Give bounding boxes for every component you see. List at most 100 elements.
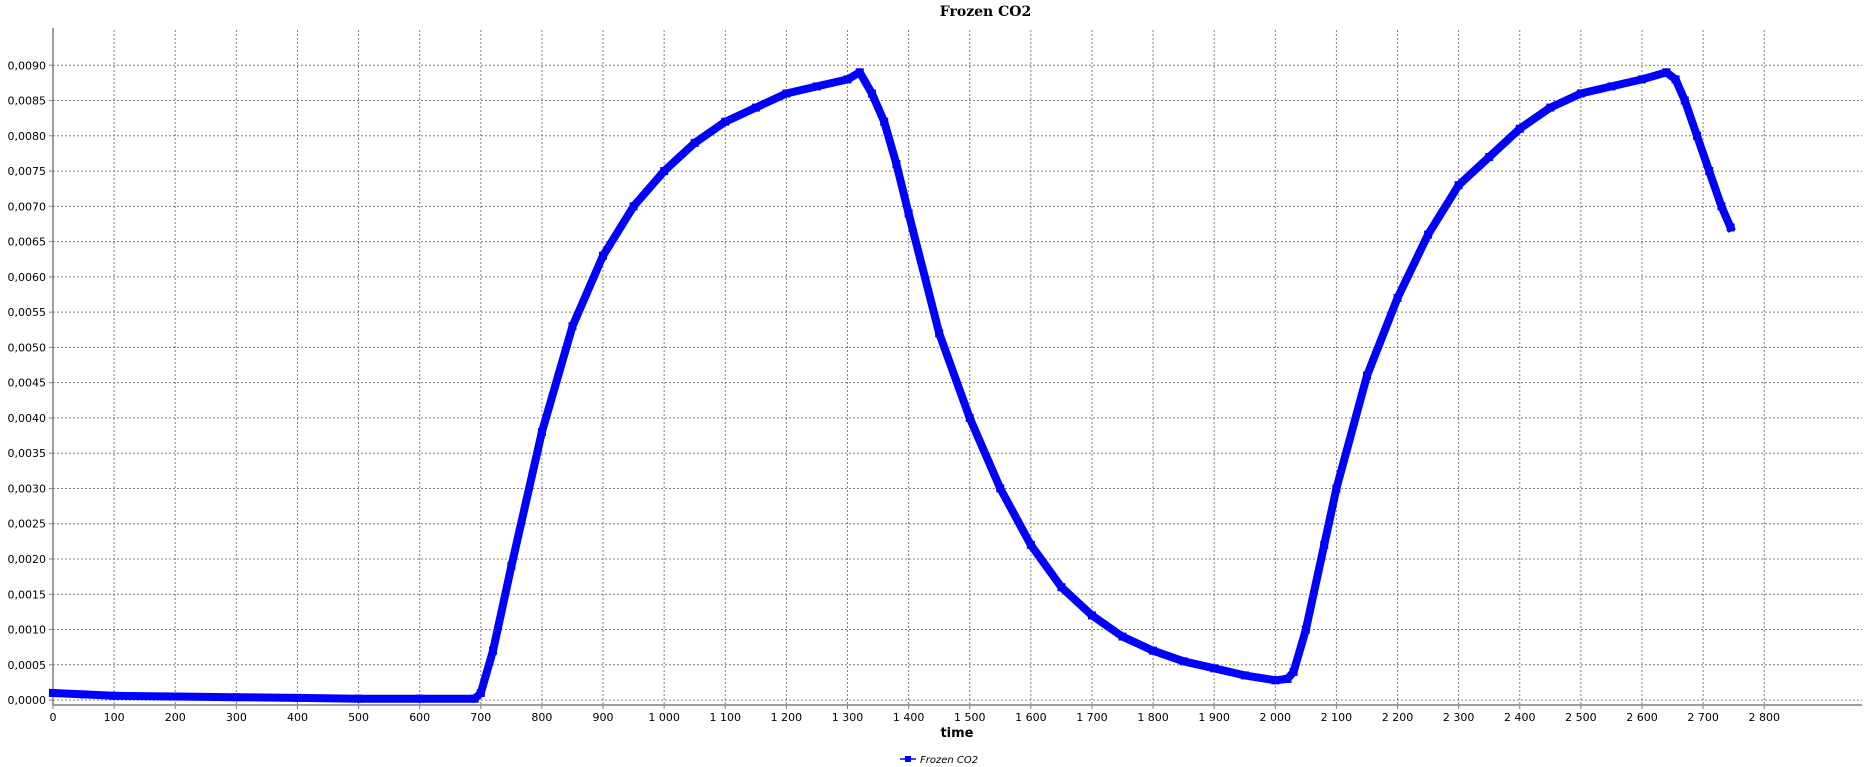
x-tick-label: 1 000 (648, 711, 680, 724)
x-tick-label: 900 (593, 711, 614, 724)
data-point (867, 89, 876, 98)
x-tick-label: 2 100 (1321, 711, 1353, 724)
y-tick-label: 0,0035 (8, 447, 47, 460)
plot-area (48, 68, 1736, 703)
y-tick-label: 0,0045 (8, 377, 47, 390)
data-point (537, 428, 546, 437)
data-point (1726, 223, 1735, 232)
x-tick-label: 1 700 (1076, 711, 1108, 724)
data-point (476, 689, 485, 698)
data-point (1576, 89, 1585, 98)
x-tick-label: 1 400 (893, 711, 925, 724)
data-point (1546, 103, 1555, 112)
x-tick-label: 0 (50, 711, 57, 724)
data-point (1637, 75, 1646, 84)
x-tick-label: 1 300 (832, 711, 864, 724)
y-tick-label: 0,0010 (8, 624, 47, 637)
data-point (470, 694, 479, 703)
data-point (1362, 371, 1371, 380)
y-tick-label: 0,0005 (8, 659, 47, 672)
axes (52, 28, 1862, 706)
data-point (1149, 646, 1158, 655)
data-point (1692, 131, 1701, 140)
data-point (110, 691, 119, 700)
x-tick-label: 400 (287, 711, 308, 724)
series-line (48, 68, 1736, 703)
x-tick-label: 1 500 (954, 711, 986, 724)
x-tick-label: 500 (348, 711, 369, 724)
data-point (1320, 540, 1329, 549)
data-point (660, 167, 669, 176)
x-tick-label: 2 700 (1687, 711, 1719, 724)
data-point (1301, 625, 1310, 634)
data-point (1393, 294, 1402, 303)
x-tick-label: 2 600 (1626, 711, 1658, 724)
data-point (1087, 611, 1096, 620)
x-tick-label: 300 (226, 711, 247, 724)
data-point (812, 82, 821, 91)
data-point (1283, 674, 1292, 683)
x-tick-label: 1 200 (771, 711, 803, 724)
y-tick-label: 0,0040 (8, 412, 47, 425)
data-point (1717, 202, 1726, 211)
y-axis-ticks: 0,0000 0,0005 0,0010 0,0015 0,0020 0,0025 0,00… (8, 59, 53, 707)
y-tick-label: 0,0070 (8, 200, 47, 213)
data-point (415, 694, 424, 703)
data-point (904, 209, 913, 218)
x-tick-label: 100 (104, 711, 125, 724)
x-tick-label: 1 100 (710, 711, 742, 724)
y-tick-label: 0,0020 (8, 553, 47, 566)
data-point (629, 202, 638, 211)
x-tick-label: 2 200 (1382, 711, 1414, 724)
chart-title: Frozen CO2 (940, 4, 1031, 20)
data-point (1271, 676, 1280, 685)
data-point (1662, 68, 1671, 77)
data-point (1210, 664, 1219, 673)
data-point (1179, 657, 1188, 666)
x-tick-label: 800 (531, 711, 552, 724)
data-point (1289, 667, 1298, 676)
y-tick-label: 0,0090 (8, 59, 47, 72)
y-tick-label: 0,0050 (8, 341, 47, 354)
data-point (354, 694, 363, 703)
y-tick-label: 0,0080 (8, 130, 47, 143)
x-tick-label: 2 500 (1565, 711, 1597, 724)
data-point (892, 160, 901, 169)
x-tick-label: 1 600 (1015, 711, 1047, 724)
data-point (232, 693, 241, 702)
data-point (171, 692, 180, 701)
y-tick-label: 0,0015 (8, 588, 47, 601)
data-point (1424, 230, 1433, 239)
data-point (880, 117, 889, 126)
data-point (855, 68, 864, 77)
x-tick-label: 2 300 (1443, 711, 1475, 724)
x-tick-label: 600 (409, 711, 430, 724)
y-tick-label: 0,0085 (8, 95, 47, 108)
x-tick-label: 2 400 (1504, 711, 1536, 724)
data-point (1118, 632, 1127, 641)
data-point (1680, 96, 1689, 105)
data-point (843, 75, 852, 84)
y-tick-label: 0,0065 (8, 236, 47, 249)
data-point (568, 322, 577, 331)
x-tick-label: 200 (165, 711, 186, 724)
data-point (79, 690, 88, 699)
data-point (690, 138, 699, 147)
y-tick-label: 0,0055 (8, 306, 47, 319)
y-tick-label: 0,0000 (8, 694, 47, 707)
legend-label: Frozen CO2 (920, 755, 978, 766)
y-tick-label: 0,0075 (8, 165, 47, 178)
data-point (1332, 484, 1341, 493)
data-point (751, 103, 760, 112)
x-tick-label: 1 800 (1137, 711, 1169, 724)
data-point (489, 646, 498, 655)
data-point (1026, 540, 1035, 549)
x-tick-label: 2 000 (1260, 711, 1292, 724)
x-axis-label: time (940, 726, 973, 741)
data-point (935, 329, 944, 338)
data-point (49, 689, 57, 698)
x-tick-label: 2 800 (1748, 711, 1780, 724)
x-axis-ticks: 0 100 200 300 400 500 600 700 800 900 1 000 1 100 1 … (50, 705, 1780, 724)
data-point (965, 413, 974, 422)
